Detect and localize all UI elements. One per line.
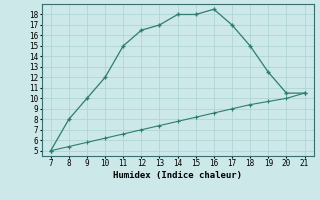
X-axis label: Humidex (Indice chaleur): Humidex (Indice chaleur) [113, 171, 242, 180]
